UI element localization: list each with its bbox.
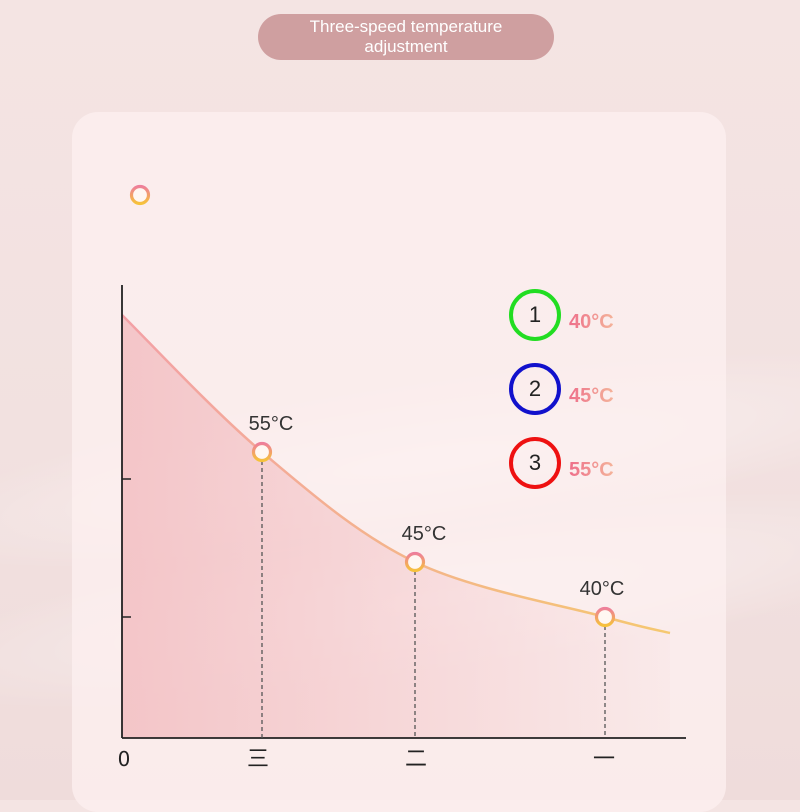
data-point-marker bbox=[251, 441, 273, 463]
page-title: Three-speed temperature adjustment bbox=[309, 17, 503, 56]
legend-number-circle: 3 bbox=[509, 437, 561, 489]
decorative-ring-icon bbox=[129, 184, 151, 206]
data-point-label: 55°C bbox=[249, 413, 294, 435]
x-axis-origin-label: 0 bbox=[118, 747, 131, 771]
legend-item: 3 55°C bbox=[509, 437, 614, 489]
x-axis-tick-label: 二 bbox=[405, 747, 427, 772]
x-axis-tick-label: 一 bbox=[593, 747, 615, 772]
legend-temperature: 40°C bbox=[569, 310, 614, 333]
legend-item: 2 45°C bbox=[509, 363, 614, 415]
data-point-label: 40°C bbox=[580, 578, 625, 600]
x-axis-tick-label: 三 bbox=[247, 747, 269, 772]
legend-number-circle: 1 bbox=[509, 289, 561, 341]
data-point-marker bbox=[594, 606, 616, 628]
legend-temperature: 45°C bbox=[569, 384, 614, 407]
data-point-marker bbox=[404, 551, 426, 573]
data-point-label: 45°C bbox=[402, 523, 447, 545]
curve-area-fill bbox=[122, 315, 670, 738]
title-pill: Three-speed temperature adjustment bbox=[258, 14, 554, 60]
legend-item: 1 40°C bbox=[509, 289, 614, 341]
legend-temperature: 55°C bbox=[569, 458, 614, 481]
legend-number-circle: 2 bbox=[509, 363, 561, 415]
